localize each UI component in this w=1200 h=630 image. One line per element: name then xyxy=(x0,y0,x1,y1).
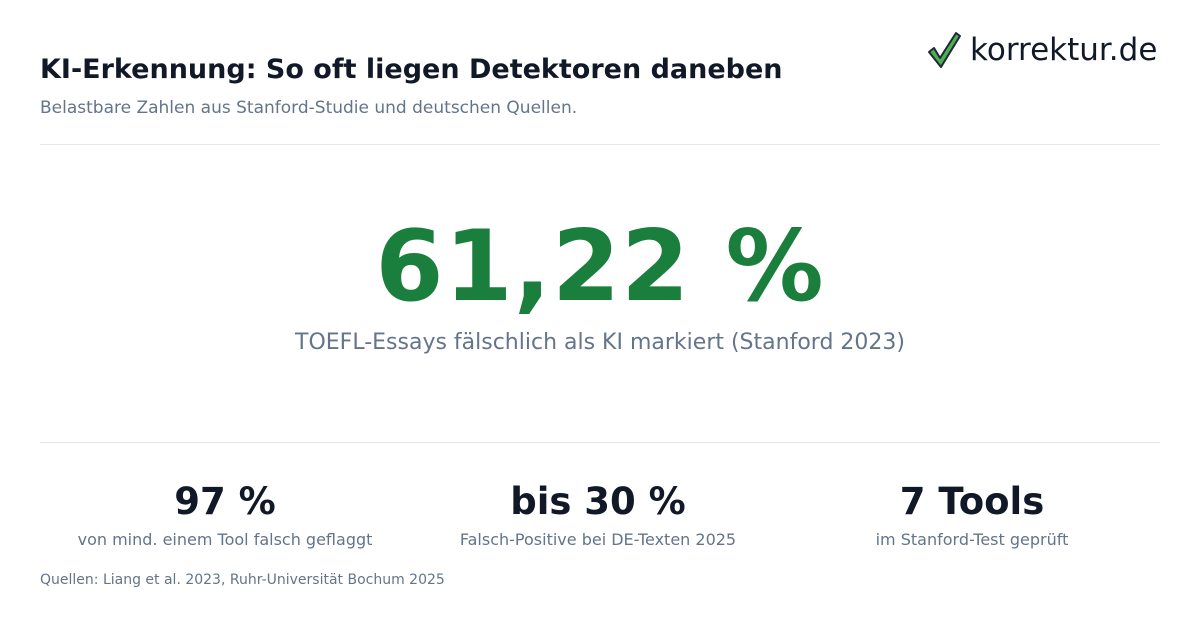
logo-check xyxy=(928,32,961,68)
hero-value: 61,22 % xyxy=(375,210,825,324)
stat-value: bis 30 % xyxy=(510,480,686,523)
hero-label: TOEFL-Essays fälschlich als KI markiert … xyxy=(295,330,905,355)
subtitle: Belastbare Zahlen aus Stanford-Studie un… xyxy=(40,98,578,118)
divider xyxy=(40,442,1160,443)
logo: korrektur.de xyxy=(926,30,1157,70)
sources: Quellen: Liang et al. 2023, Ruhr-Univers… xyxy=(40,572,445,588)
stat-label: Falsch-Positive bei DE-Texten 2025 xyxy=(459,530,737,549)
logo-text: korrektur.de xyxy=(970,32,1158,68)
stat-label: von mind. einem Tool falsch geflaggt xyxy=(77,530,373,549)
divider xyxy=(40,144,1160,145)
title: KI-Erkennung: So oft liegen Detektoren d… xyxy=(40,54,783,85)
stat-value: 7 Tools xyxy=(899,480,1045,523)
stat-label: im Stanford-Test geprüft xyxy=(875,530,1069,549)
stat-value: 97 % xyxy=(174,480,276,523)
